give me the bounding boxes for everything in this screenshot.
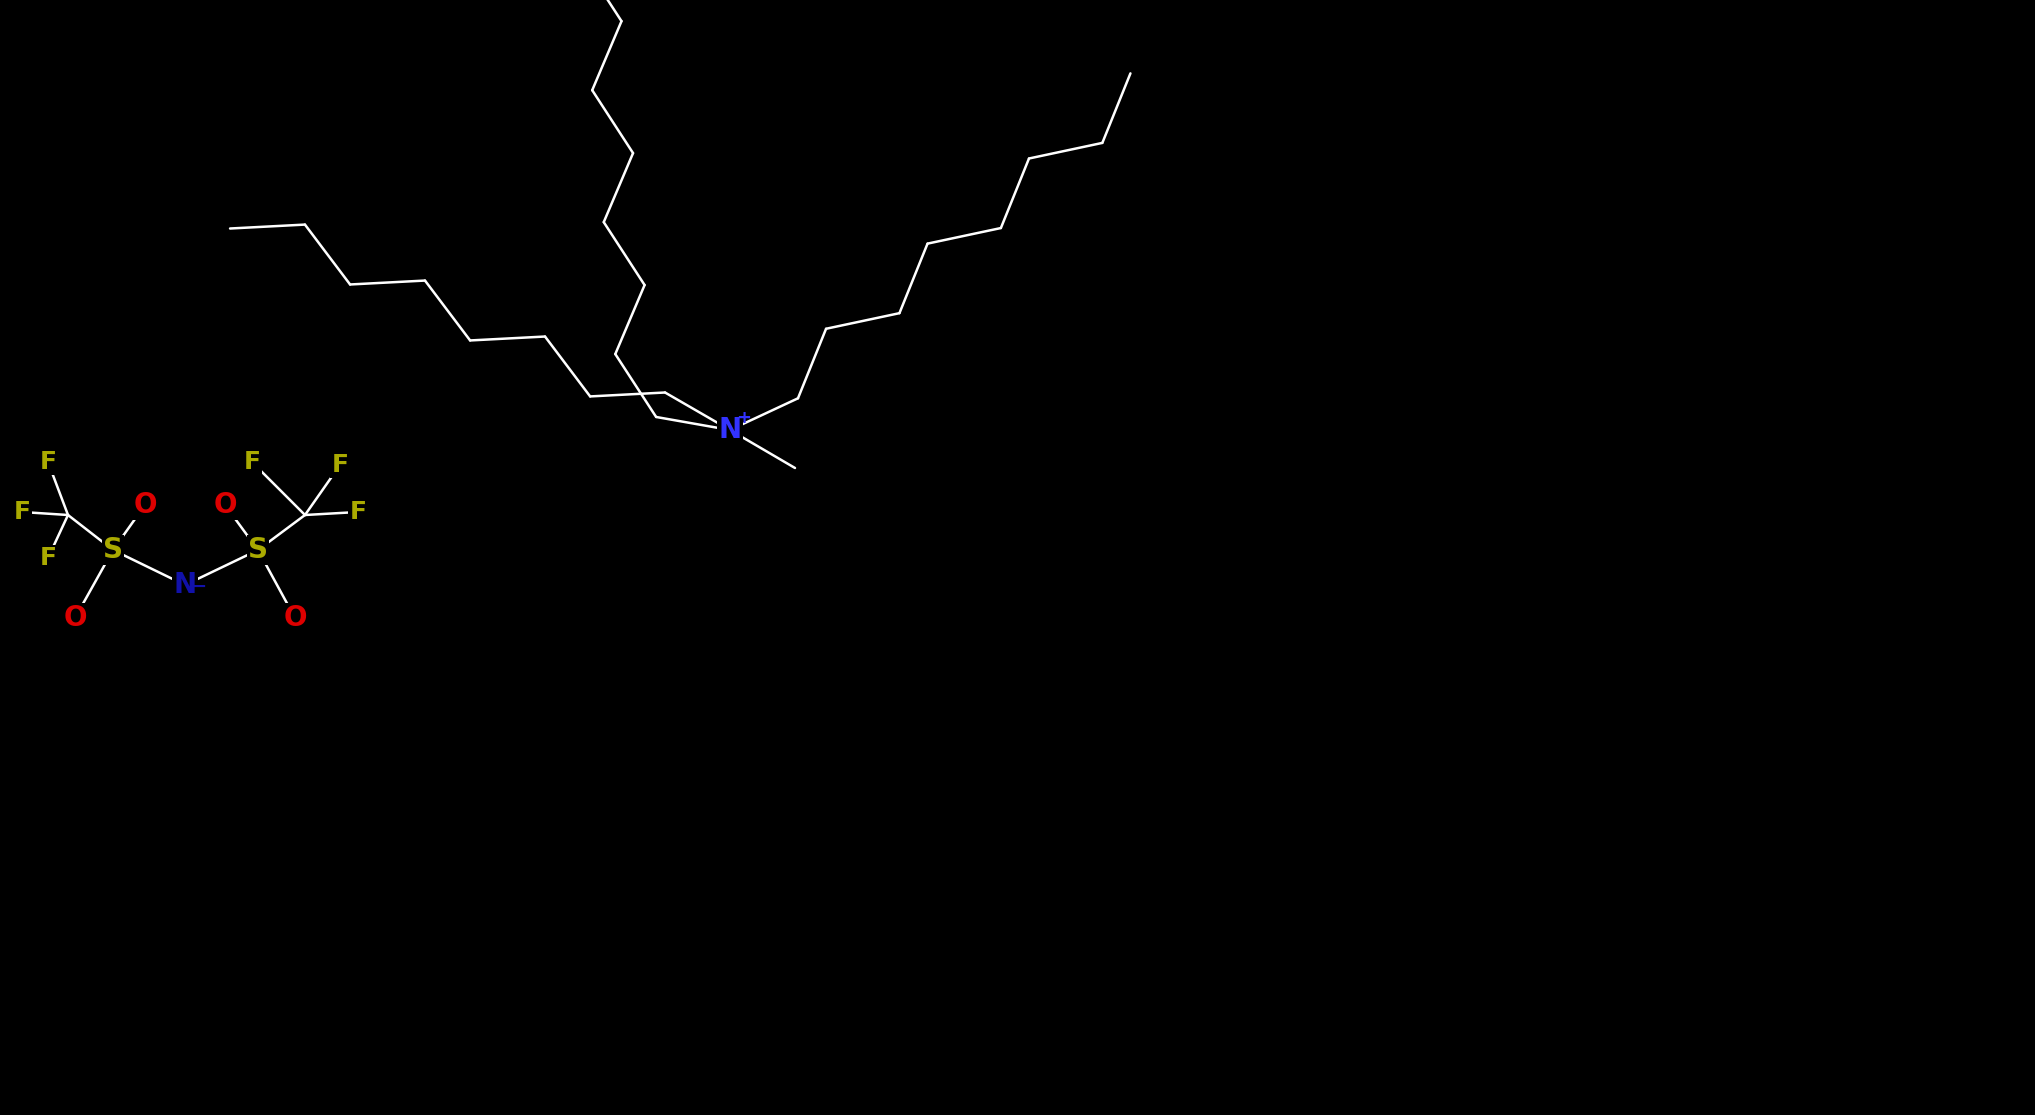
Text: N: N [718, 416, 741, 444]
Text: N: N [173, 571, 197, 599]
Text: F: F [39, 450, 57, 474]
Text: +: + [737, 409, 751, 427]
Text: S: S [104, 536, 122, 564]
Text: F: F [39, 546, 57, 570]
Text: F: F [350, 500, 366, 524]
Text: S: S [248, 536, 269, 564]
Text: F: F [332, 453, 348, 477]
Text: F: F [244, 450, 260, 474]
Text: −: − [191, 578, 208, 597]
Text: F: F [14, 500, 31, 524]
Text: O: O [132, 491, 157, 518]
Text: O: O [63, 604, 88, 632]
Text: O: O [283, 604, 307, 632]
Text: O: O [214, 491, 236, 518]
